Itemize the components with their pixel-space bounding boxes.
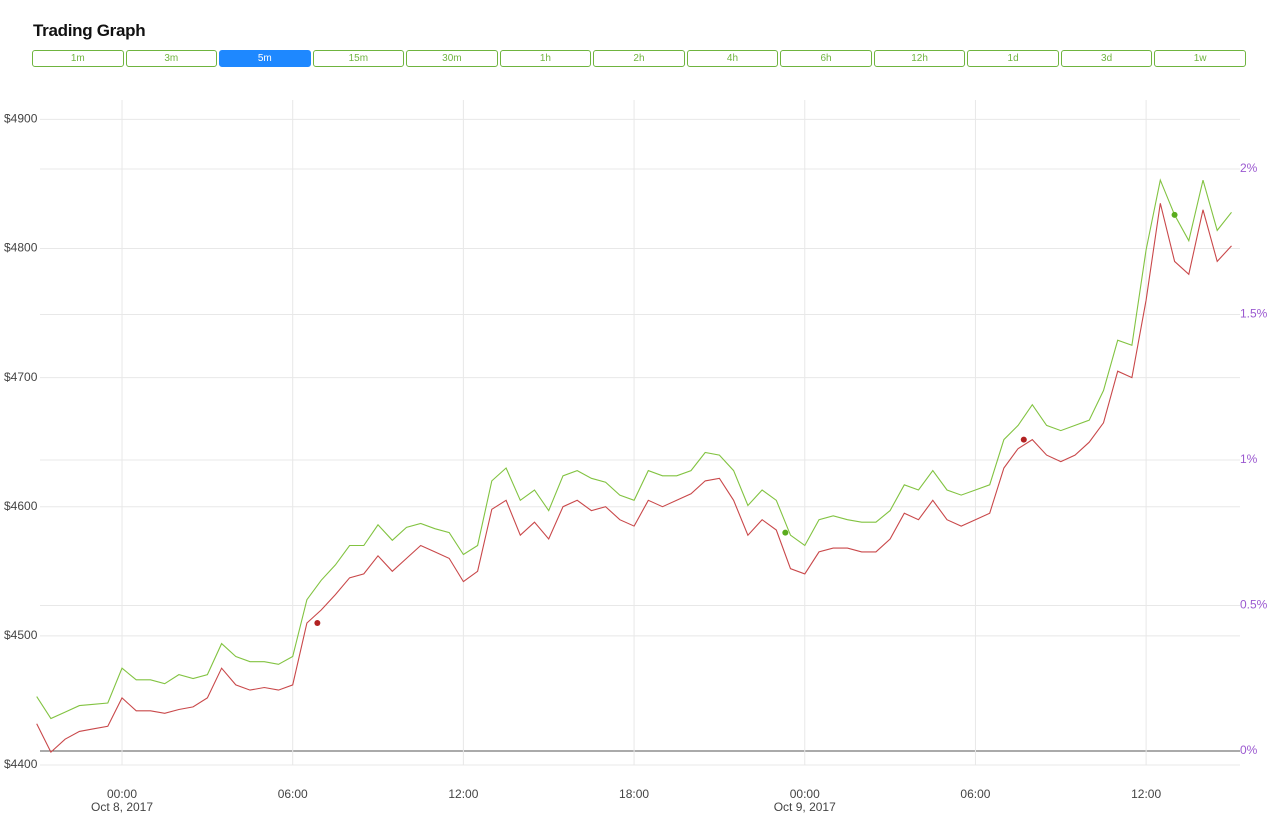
y-tick-label: $4600 bbox=[4, 499, 38, 513]
y2-tick-label: 2% bbox=[1240, 161, 1258, 175]
x-tick-label: 12:00 bbox=[448, 787, 478, 801]
x-tick-label: 00:00 bbox=[107, 787, 137, 801]
x-tick-label: 00:00 bbox=[790, 787, 820, 801]
interval-button[interactable]: 3d bbox=[1060, 50, 1153, 67]
y2-tick-label: 0% bbox=[1240, 743, 1258, 757]
y-tick-label: $4400 bbox=[4, 757, 38, 771]
interval-button[interactable]: 1d bbox=[967, 50, 1059, 67]
y2-tick-label: 1% bbox=[1240, 452, 1258, 466]
x-tick-label: 18:00 bbox=[619, 787, 649, 801]
trade-marker bbox=[1020, 436, 1027, 443]
interval-button[interactable]: 30m bbox=[406, 50, 498, 67]
page-title: Trading Graph bbox=[33, 21, 146, 40]
interval-button[interactable]: 3m bbox=[125, 50, 218, 67]
price-line bbox=[36, 203, 1232, 753]
interval-button[interactable]: 1w bbox=[1154, 50, 1246, 67]
interval-button[interactable]: 1m bbox=[32, 50, 124, 67]
interval-button[interactable]: 2h bbox=[593, 50, 685, 67]
y-tick-label: $4900 bbox=[4, 112, 38, 126]
trade-marker bbox=[1171, 211, 1178, 218]
interval-buttons: 1m 3m 5m 15m 30m 1h 2h 4h 6h 12h 1d 3d 1w bbox=[32, 50, 1246, 67]
interval-button[interactable]: 4h bbox=[686, 50, 779, 67]
interval-button[interactable]: 1h bbox=[499, 50, 592, 67]
interval-button[interactable]: 12h bbox=[873, 50, 966, 67]
x-tick-label: 12:00 bbox=[1131, 787, 1161, 801]
interval-button[interactable]: 15m bbox=[312, 50, 405, 67]
x-date-label: Oct 8, 2017 bbox=[91, 800, 153, 814]
price-line bbox=[36, 178, 1232, 720]
x-tick-label: 06:00 bbox=[960, 787, 990, 801]
trade-marker bbox=[782, 529, 789, 536]
trade-marker bbox=[314, 619, 321, 626]
y-tick-label: $4500 bbox=[4, 628, 38, 642]
interval-button[interactable]: 6h bbox=[780, 50, 872, 67]
y2-tick-label: 0.5% bbox=[1240, 598, 1268, 612]
y-tick-label: $4700 bbox=[4, 370, 38, 384]
y-tick-label: $4800 bbox=[4, 241, 38, 255]
x-date-label: Oct 9, 2017 bbox=[774, 800, 836, 814]
y2-tick-label: 1.5% bbox=[1240, 307, 1268, 321]
interval-button[interactable]: 5m bbox=[219, 50, 311, 67]
x-tick-label: 06:00 bbox=[278, 787, 308, 801]
